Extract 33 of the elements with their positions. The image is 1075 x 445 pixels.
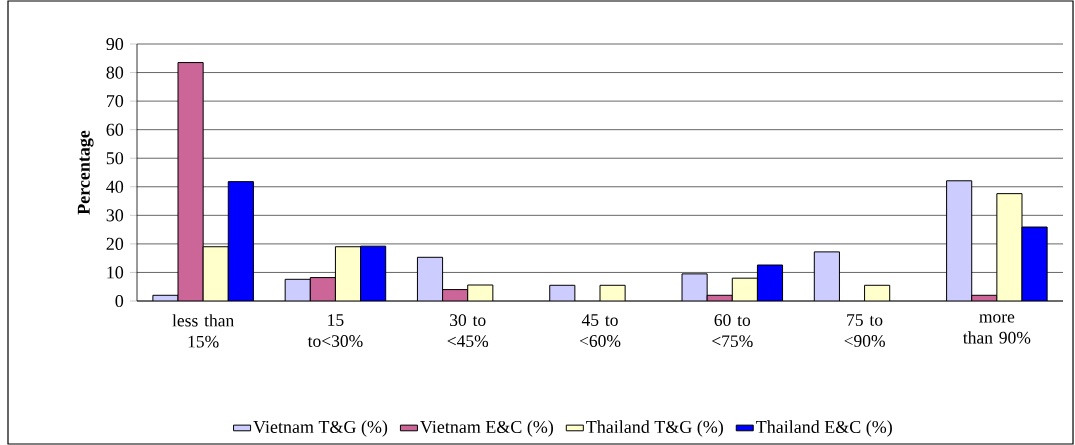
- legend-label: Thailand E&C (%): [756, 420, 892, 437]
- y-tick-label: 60: [106, 123, 124, 136]
- x-tick-label: 45 to <60%: [579, 314, 621, 347]
- y-tick-label: 70: [106, 95, 124, 108]
- y-tick-label: 50: [106, 152, 124, 165]
- y-tick-label: 30: [106, 209, 124, 222]
- x-tick-label: 15 to<30%: [307, 314, 363, 347]
- y-tick-label: 20: [106, 237, 124, 250]
- bar: [417, 257, 443, 301]
- bar: [946, 180, 973, 301]
- bar: [757, 265, 783, 301]
- bar: [814, 251, 840, 301]
- y-tick-label: 40: [106, 180, 124, 193]
- legend-label: Vietnam T&G (%): [253, 420, 388, 437]
- x-tick-label: more than 90%: [963, 314, 1031, 344]
- bar: [996, 193, 1023, 301]
- y-axis-title: Percentage: [77, 130, 94, 215]
- bar: [310, 277, 336, 301]
- bar: [228, 181, 254, 301]
- x-tick-label: less than 15%: [172, 314, 234, 348]
- bar: [178, 62, 204, 301]
- y-tick-label: 90: [106, 37, 124, 51]
- x-tick-label: 75 to <90%: [844, 314, 885, 347]
- bar: [203, 246, 229, 301]
- y-tick-label: 80: [106, 66, 124, 79]
- x-tick-label: 60 to <75%: [712, 314, 753, 348]
- legend-label: Thailand T&G (%): [586, 420, 723, 437]
- legend-label: Vietnam E&C (%): [420, 420, 554, 437]
- bar: [335, 246, 361, 301]
- y-tick-label: 10: [107, 266, 124, 279]
- bar: [360, 246, 386, 301]
- x-tick-label: 30 to <45%: [447, 314, 489, 348]
- y-tick-label: 0: [115, 294, 124, 308]
